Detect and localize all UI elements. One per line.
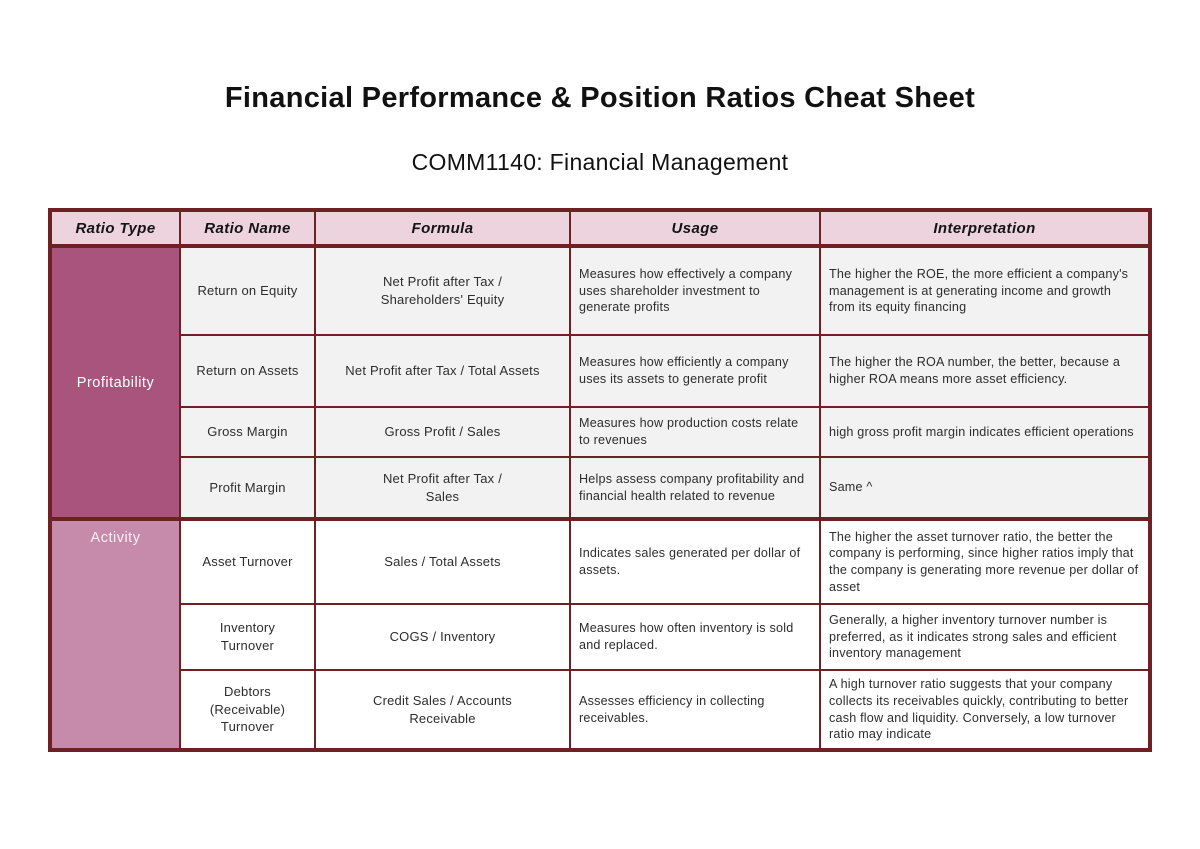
table-row: Activity Asset Turnover Sales / Total As… [49, 517, 1151, 751]
table-row: Debtors (Receivable) Turnover Credit Sal… [50, 669, 1151, 751]
ratio-name-cell: Gross Margin [179, 406, 316, 458]
ratio-name-cell: Debtors (Receivable) Turnover [179, 669, 316, 751]
ratio-type-cell-activity: Activity [49, 517, 181, 751]
interpretation-cell: The higher the ROA number, the better, b… [819, 334, 1151, 408]
formula-cell: Net Profit after Tax / Shareholders' Equ… [314, 244, 571, 336]
page-subtitle: COMM1140: Financial Management [411, 149, 789, 175]
formula-cell: COGS / Inventory [314, 603, 571, 671]
formula-cell: Credit Sales / Accounts Receivable [314, 669, 571, 751]
interpretation-cell: high gross profit margin indicates effic… [819, 406, 1151, 458]
table-row: Inventory Turnover COGS / Inventory Meas… [50, 603, 1151, 671]
formula-cell: Gross Profit / Sales [314, 406, 571, 458]
usage-cell: Indicates sales generated per dollar of … [569, 517, 821, 605]
ratio-name-cell: Inventory Turnover [179, 603, 316, 671]
column-header-interpretation: Interpretation [819, 209, 1151, 247]
ratio-name-cell: Asset Turnover [179, 517, 316, 605]
formula-cell: Net Profit after Tax / Sales [314, 456, 571, 520]
interpretation-cell: Same ^ [819, 456, 1151, 520]
table-row: Profit Margin Net Profit after Tax / Sal… [50, 456, 1151, 520]
table-row: Profitability Return on Equity Net Profi… [49, 244, 1151, 520]
column-header-ratio-type: Ratio Type [49, 209, 181, 247]
ratio-type-cell-profitability: Profitability [49, 244, 181, 520]
table-row: Gross Margin Gross Profit / Sales Measur… [50, 406, 1151, 458]
usage-cell: Measures how production costs relate to … [569, 406, 821, 458]
table-header-row: Ratio Type Ratio Name Formula Usage Inte… [49, 209, 1151, 247]
usage-cell: Assesses efficiency in collecting receiv… [569, 669, 821, 751]
usage-cell: Measures how often inventory is sold and… [569, 603, 821, 671]
usage-cell: Measures how efficiently a company uses … [569, 334, 821, 408]
interpretation-cell: Generally, a higher inventory turnover n… [819, 603, 1151, 671]
column-header-usage: Usage [569, 209, 821, 247]
ratio-name-cell: Return on Equity [179, 244, 316, 336]
ratio-name-cell: Return on Assets [179, 334, 316, 408]
formula-cell: Net Profit after Tax / Total Assets [314, 334, 571, 408]
usage-cell: Measures how effectively a company uses … [569, 244, 821, 336]
interpretation-cell: A high turnover ratio suggests that your… [819, 669, 1151, 751]
ratio-name-cell: Profit Margin [179, 456, 316, 520]
table-row: Return on Assets Net Profit after Tax / … [50, 334, 1151, 408]
interpretation-cell: The higher the ROE, the more efficient a… [819, 244, 1151, 336]
page-title: Financial Performance & Position Ratios … [224, 82, 976, 114]
column-header-formula: Formula [314, 209, 571, 247]
interpretation-cell: The higher the asset turnover ratio, the… [819, 517, 1151, 605]
column-header-ratio-name: Ratio Name [179, 209, 316, 247]
formula-cell: Sales / Total Assets [314, 517, 571, 605]
ratios-table: Ratio Type Ratio Name Formula Usage Inte… [48, 208, 1152, 752]
ratios-table-container: Ratio Type Ratio Name Formula Usage Inte… [48, 208, 1152, 752]
usage-cell: Helps assess company profitability and f… [569, 456, 821, 520]
